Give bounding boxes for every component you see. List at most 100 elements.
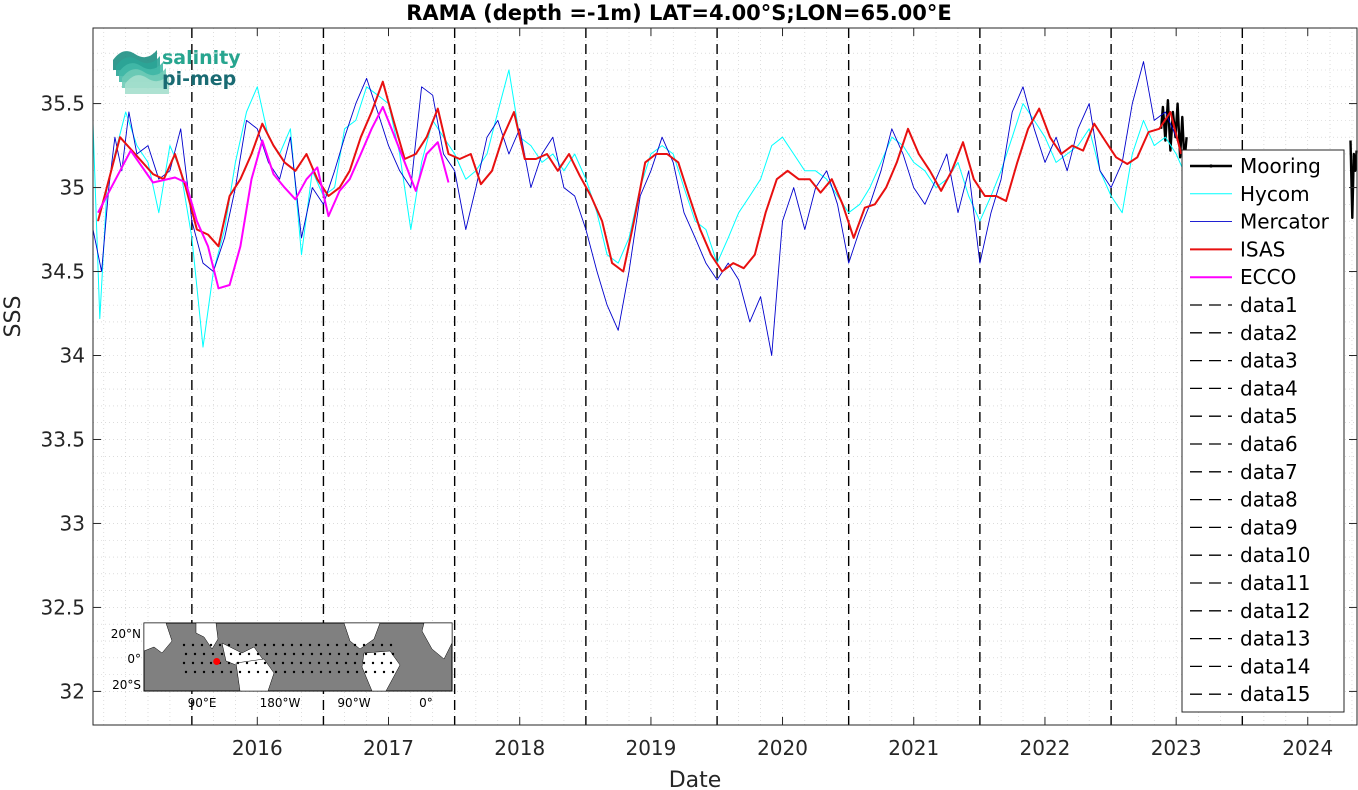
mooring-dot — [317, 643, 321, 647]
mooring-dot — [220, 652, 224, 656]
mooring-dot — [229, 670, 233, 674]
mooring-dot — [254, 643, 258, 647]
series-line-mercator — [92, 61, 1188, 356]
land-africa — [143, 622, 173, 654]
mooring-dot — [272, 643, 276, 647]
legend-label: data14 — [1240, 654, 1311, 678]
mooring-dot — [346, 670, 350, 674]
mooring-dot — [382, 652, 386, 656]
land-asia — [195, 622, 219, 650]
mooring-dot — [373, 670, 377, 674]
mooring-dot — [299, 661, 303, 665]
x-tick-label: 2018 — [494, 736, 545, 760]
y-tick-label: 34 — [60, 344, 85, 368]
legend-label: data15 — [1240, 682, 1311, 706]
mooring-dot — [328, 652, 332, 656]
mooring-dot — [299, 643, 303, 647]
mooring-dot — [391, 670, 395, 674]
land-south-america — [361, 650, 401, 692]
mooring-dot — [373, 652, 377, 656]
y-tick-label: 32 — [60, 679, 85, 703]
mooring-dot — [272, 661, 276, 665]
mooring-dot — [292, 652, 296, 656]
logo-text-salinity: salinity — [162, 47, 241, 69]
mooring-dot — [371, 661, 375, 665]
legend-label: data11 — [1240, 571, 1311, 595]
x-axis-title: Date — [669, 768, 722, 790]
mooring-dot — [184, 670, 188, 674]
x-tick-label: 2023 — [1151, 736, 1202, 760]
map-lat-label: 20°S — [112, 678, 141, 692]
mooring-dot — [308, 661, 312, 665]
mooring-dot — [328, 670, 332, 674]
mooring-dot — [218, 643, 222, 647]
mooring-dot — [229, 652, 233, 656]
mooring-dot — [211, 670, 215, 674]
y-tick-label: 35.5 — [40, 92, 85, 116]
map-lat-label: 0° — [127, 652, 141, 666]
mooring-dot — [184, 652, 188, 656]
logo-text-pimep: pi-mep — [162, 68, 236, 90]
legend-label: data9 — [1240, 515, 1298, 539]
mooring-dot — [182, 643, 186, 647]
mooring-dot — [281, 643, 285, 647]
y-tick-label: 32.5 — [40, 595, 85, 619]
x-tick-label: 2022 — [1020, 736, 1071, 760]
inset-map-frame — [143, 622, 453, 692]
mooring-dot — [353, 643, 357, 647]
mooring-dot — [254, 661, 258, 665]
mooring-dot — [274, 652, 278, 656]
map-lon-label: 90°E — [188, 696, 217, 710]
mooring-dot — [283, 670, 287, 674]
mooring-dot — [355, 652, 359, 656]
mooring-dot — [236, 643, 240, 647]
mooring-dot — [364, 652, 368, 656]
mooring-dot — [362, 643, 366, 647]
mooring-dot — [193, 652, 197, 656]
mooring-dot — [335, 661, 339, 665]
x-tick-label: 2016 — [232, 736, 283, 760]
map-lon-label: 180°W — [260, 696, 301, 710]
mooring-dot — [265, 652, 269, 656]
land-central-america — [343, 622, 381, 650]
mooring-dot — [202, 652, 206, 656]
selected-station-marker — [213, 658, 221, 666]
mooring-dot — [193, 670, 197, 674]
legend-label: data2 — [1240, 321, 1298, 345]
mooring-array-dots — [182, 643, 395, 674]
chart-title: RAMA (depth =-1m) LAT=4.00°S;LON=65.00°E — [406, 1, 952, 25]
land-africa-east — [421, 622, 453, 660]
mooring-dot — [227, 661, 231, 665]
mooring-dot — [245, 643, 249, 647]
x-tick-label: 2017 — [363, 736, 414, 760]
legend-label: Mooring — [1240, 154, 1321, 178]
legend-label: data8 — [1240, 488, 1298, 512]
mooring-dot — [389, 661, 393, 665]
mooring-dot — [355, 670, 359, 674]
mooring-dot — [220, 670, 224, 674]
mooring-dot — [202, 670, 206, 674]
mooring-dot — [292, 670, 296, 674]
mooring-dot — [380, 643, 384, 647]
mooring-dot — [200, 661, 204, 665]
mooring-dot — [362, 661, 366, 665]
legend: Mooring Hycom Mercator ISAS ECCO data1 data2 da… — [1181, 149, 1345, 713]
mooring-dot — [364, 670, 368, 674]
mooring-dot — [308, 643, 312, 647]
mooring-dot — [310, 652, 314, 656]
legend-label: data5 — [1240, 404, 1298, 428]
mooring-dot — [319, 652, 323, 656]
mooring-dot — [256, 670, 260, 674]
mooring-dot — [346, 652, 350, 656]
mooring-dot — [301, 670, 305, 674]
mooring-dot — [265, 670, 269, 674]
legend-label: data3 — [1240, 349, 1298, 373]
mooring-dot — [382, 670, 386, 674]
mooring-dot — [247, 670, 251, 674]
mooring-dot — [283, 652, 287, 656]
legend-label: data6 — [1240, 432, 1298, 456]
mooring-dot — [344, 643, 348, 647]
mooring-dot — [263, 661, 267, 665]
mooring-dot — [200, 643, 204, 647]
